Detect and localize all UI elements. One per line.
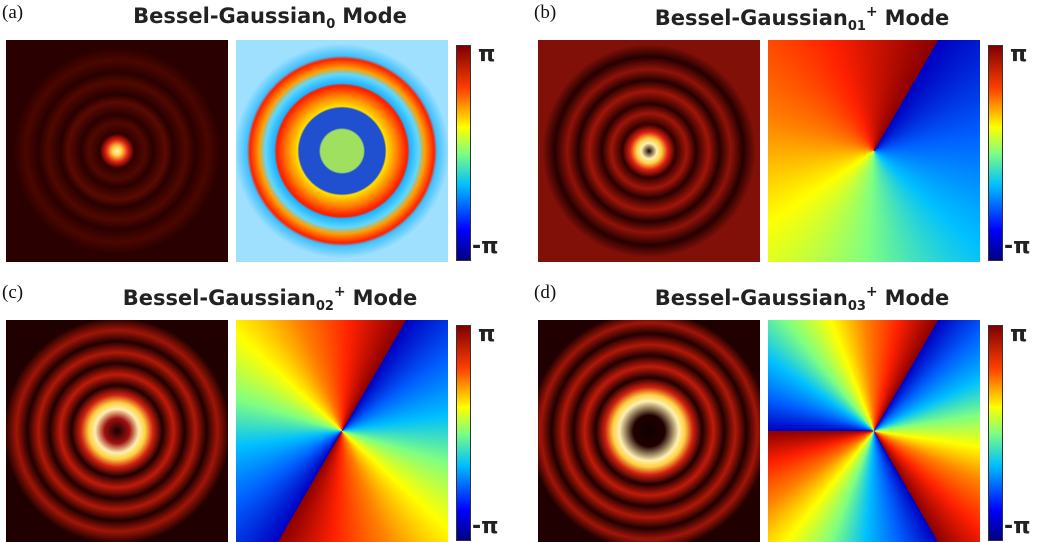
panel: (a) Bessel-Gaussian0 Mode π -π: [0, 0, 518, 268]
panel: (b) Bessel-Gaussian01+ Mode π -π: [532, 0, 1047, 268]
figure: (a)Bessel-Gaussian0Modeπ-π(b)Bessel-Gaus…: [0, 0, 1047, 542]
panel-title: Bessel-Gaussian03+ Mode: [592, 284, 1012, 314]
colorbar: [988, 45, 1003, 261]
panel-label: (a): [2, 2, 23, 24]
panel-label: (d): [534, 282, 556, 304]
title-superscript: +: [334, 284, 346, 300]
intensity-image: [6, 320, 228, 542]
colorbar-max-label: π: [1010, 322, 1027, 347]
colorbar-min-label: -π: [1004, 514, 1031, 539]
colorbar: [988, 325, 1003, 541]
title-subscript: 01: [848, 19, 866, 34]
panel-title: Bessel-Gaussian01+ Mode: [592, 4, 1012, 34]
phase-image: [236, 40, 448, 262]
title-suffix: Mode: [342, 4, 407, 28]
panel: (c) Bessel-Gaussian02+ Mode π -π: [0, 280, 518, 542]
title-suffix: Mode: [885, 6, 950, 30]
colorbar-min-label: -π: [472, 234, 499, 259]
intensity-image: [538, 320, 760, 542]
phase-image: [236, 320, 448, 542]
title-superscript: +: [866, 4, 878, 20]
title-text: Bessel-Gaussian: [123, 286, 316, 310]
phase-image: [768, 40, 980, 262]
title-text: Bessel-Gaussian: [655, 6, 848, 30]
intensity-image: [538, 40, 760, 262]
title-suffix: Mode: [353, 286, 418, 310]
intensity-image: [6, 40, 228, 262]
panel-label: (b): [534, 2, 556, 24]
title-text: Bessel-Gaussian: [133, 4, 326, 28]
title-superscript: +: [866, 284, 878, 300]
title-subscript: 03: [848, 299, 866, 314]
colorbar-max-label: π: [478, 42, 495, 67]
title-subscript: 0: [326, 17, 335, 32]
colorbar: [456, 325, 471, 541]
title-suffix: Mode: [885, 286, 950, 310]
panel-title: Bessel-Gaussian0 Mode: [60, 4, 480, 32]
title-subscript: 02: [316, 299, 334, 314]
colorbar-min-label: -π: [1004, 234, 1031, 259]
panel-title: Bessel-Gaussian02+ Mode: [60, 284, 480, 314]
panel-label: (c): [2, 282, 23, 304]
colorbar: [456, 45, 471, 261]
colorbar-max-label: π: [1010, 42, 1027, 67]
panel: (d) Bessel-Gaussian03+ Mode π -π: [532, 280, 1047, 542]
colorbar-min-label: -π: [472, 514, 499, 539]
title-text: Bessel-Gaussian: [655, 286, 848, 310]
colorbar-max-label: π: [478, 322, 495, 347]
phase-image: [768, 320, 980, 542]
